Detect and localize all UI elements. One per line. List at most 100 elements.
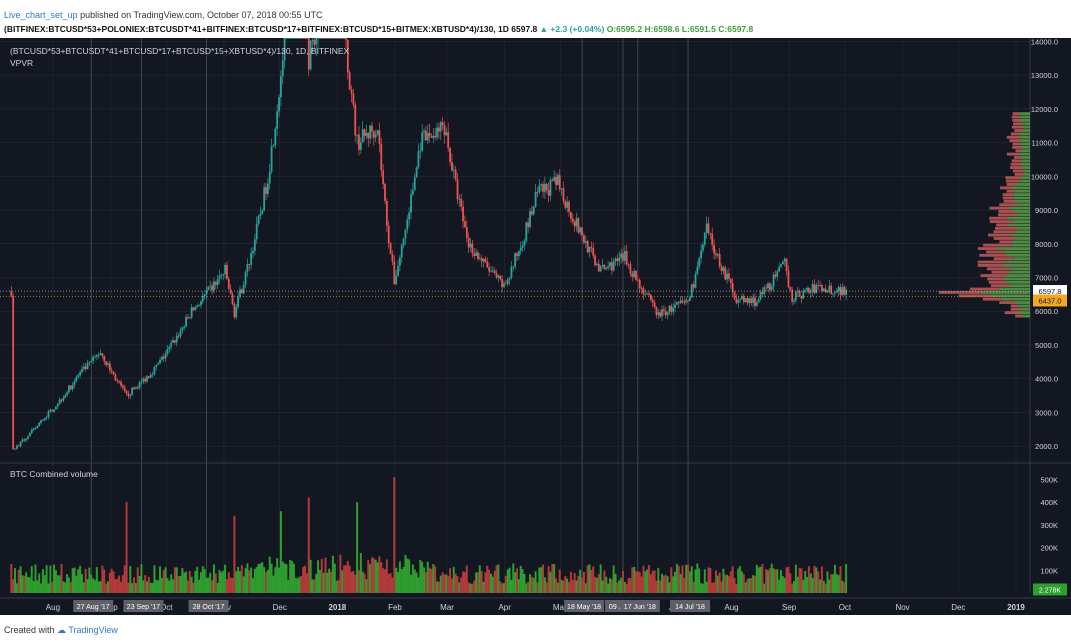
candle-body <box>542 184 544 192</box>
volume-bar <box>344 565 347 593</box>
candle-body <box>330 38 332 39</box>
vpvr-buy-bar <box>1016 183 1030 186</box>
volume-bar <box>443 574 446 593</box>
vpvr-buy-bar <box>1011 267 1030 271</box>
volume-bar <box>729 571 732 593</box>
candle-body <box>696 266 699 275</box>
candle-body <box>188 317 191 319</box>
volume-bar <box>175 567 178 593</box>
vpvr-buy-bar <box>1020 156 1030 159</box>
candle-body <box>209 285 212 287</box>
volume-bar <box>523 573 526 593</box>
vpvr-sell-bar <box>977 247 999 250</box>
candle-body <box>636 279 639 281</box>
candle-body <box>796 291 799 293</box>
volume-bar <box>54 570 57 593</box>
volume-bar <box>737 568 740 593</box>
volume-bar <box>735 583 738 593</box>
candle-body <box>439 122 442 132</box>
volume-bar <box>636 571 639 593</box>
candle-body <box>27 436 29 439</box>
vpvr-sell-bar <box>1006 189 1016 193</box>
volume-bar <box>186 580 189 593</box>
x-tick-label: Mar <box>440 603 454 612</box>
candle-body <box>536 191 539 193</box>
candle-body <box>594 255 596 266</box>
candle-body <box>806 288 808 291</box>
candle-body <box>596 263 598 266</box>
volume-bar <box>198 579 201 593</box>
tradingview-brand[interactable]: TradingView <box>68 625 118 635</box>
volume-bar <box>285 564 288 593</box>
volume-bar <box>657 567 660 593</box>
candle-body <box>397 265 399 276</box>
volume-bar <box>328 568 331 593</box>
chart-svg[interactable]: AugSepOctNovDec2018FebMarAprMayJunJulAug… <box>0 0 1071 615</box>
volume-bar <box>357 570 360 593</box>
candle-body <box>198 305 200 307</box>
candle-body <box>837 287 840 292</box>
candle-body <box>203 294 206 296</box>
candle-body <box>475 252 477 256</box>
candle-body <box>465 226 468 238</box>
candle-body <box>110 370 113 372</box>
candle-body <box>220 274 223 276</box>
volume-bar <box>289 559 292 593</box>
volume-bar <box>610 579 613 593</box>
vpvr-sell-bar <box>1005 179 1020 183</box>
vpvr-buy-bar <box>1016 311 1030 315</box>
candle-body <box>268 171 271 184</box>
volume-bar <box>99 581 102 593</box>
candle-body <box>584 241 587 243</box>
candle-body <box>631 273 634 277</box>
volume-bar <box>694 569 697 593</box>
candle-body <box>138 382 141 389</box>
volume-bar <box>58 575 61 593</box>
candle-body <box>523 240 526 246</box>
volume-bar <box>350 571 353 593</box>
volume-bar <box>119 581 122 593</box>
date-marker-label: 23 Sep '17 <box>127 604 160 611</box>
candle-body <box>71 385 74 390</box>
candle-body <box>263 187 266 211</box>
candle-body <box>121 385 124 388</box>
candle-body <box>153 366 156 375</box>
volume-bar <box>471 583 474 593</box>
vpvr-sell-bar <box>1010 132 1019 136</box>
open-value: O:6595.2 <box>606 24 643 34</box>
volume-bar <box>491 576 494 593</box>
candle-body <box>341 38 344 39</box>
candle-body <box>774 274 777 277</box>
candle-body <box>581 227 583 236</box>
candle-body <box>411 190 414 195</box>
vpvr-buy-bar <box>1004 250 1030 254</box>
volume-bar <box>419 559 422 593</box>
volume-bar <box>330 571 333 593</box>
candle-body <box>728 273 730 279</box>
volume-bar <box>553 564 556 593</box>
volume-bar <box>456 576 459 593</box>
volume-bar <box>333 563 336 593</box>
vpvr-sell-bar <box>991 270 1009 274</box>
vpvr-buy-bar <box>1013 193 1030 197</box>
vpvr-sell-bar <box>1002 196 1014 200</box>
candle-body <box>791 289 794 302</box>
vpvr-buy-bar <box>1006 274 1030 277</box>
candle-body <box>426 132 429 141</box>
volume-bar <box>783 577 786 593</box>
date-marker-label: 14 Jul '18 <box>675 604 705 611</box>
vpvr-buy-bar <box>999 287 1030 291</box>
volume-tick-label: 400K <box>1040 498 1058 507</box>
volume-bar <box>196 566 199 593</box>
candle-body <box>363 129 366 136</box>
chart-area[interactable]: AugSepOctNovDec2018FebMarAprMayJunJulAug… <box>0 0 1071 615</box>
volume-bar <box>93 580 96 593</box>
candle-body <box>320 38 323 39</box>
candle-body <box>822 288 825 291</box>
volume-bar <box>190 576 193 593</box>
volume-bar <box>586 565 589 593</box>
candle-body <box>300 38 303 39</box>
volume-bar <box>780 570 783 593</box>
author-link[interactable]: Live_chart_set_up <box>4 10 78 20</box>
volume-bar <box>521 569 524 593</box>
